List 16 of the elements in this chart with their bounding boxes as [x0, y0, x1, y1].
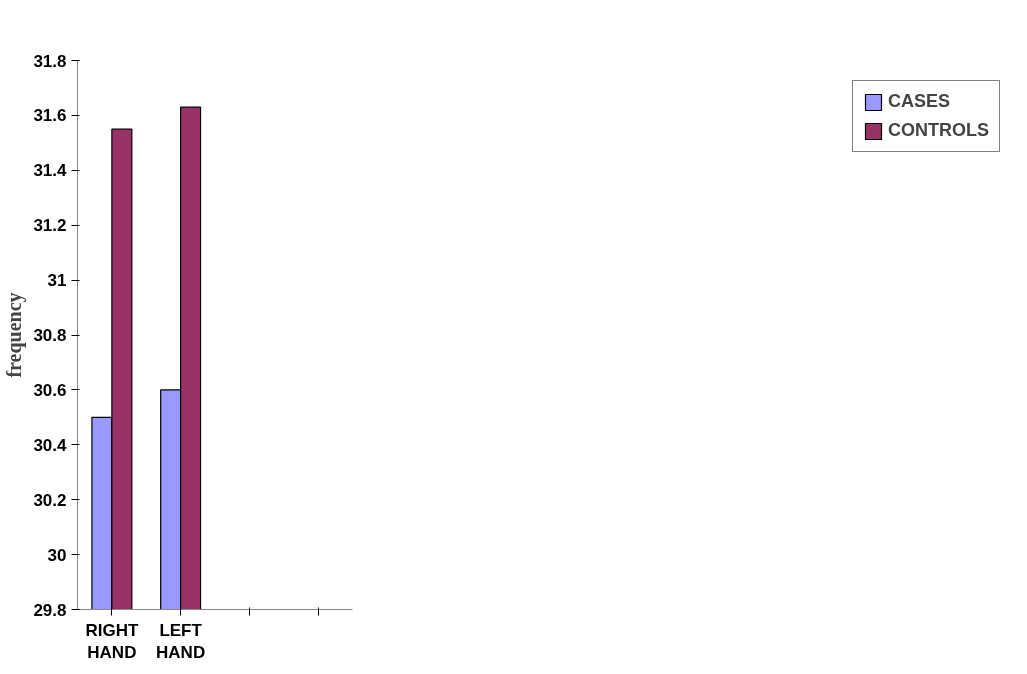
y-tick-label: 30.8	[33, 326, 67, 345]
legend-label: CONTROLS	[888, 120, 989, 141]
y-tick-label: 31.6	[33, 106, 67, 126]
y-tick-label: 30.6	[33, 380, 67, 400]
y-tick-label: 29.8	[33, 600, 67, 620]
x-tick-label: LEFT HAND	[156, 620, 206, 663]
y-tick-label: 31.8	[33, 51, 67, 71]
y-tick-label: 31.2	[33, 216, 67, 236]
y-tick-label: 31.4	[33, 161, 68, 181]
y-tick-label: 31	[47, 271, 67, 291]
y-tick-label: 30.2	[33, 490, 67, 510]
y-axis-title: frequency	[3, 292, 27, 378]
legend-label: CASES	[888, 91, 951, 112]
y-tick-label: 30.4	[33, 435, 68, 455]
x-tick-label: RIGHT HAND	[85, 620, 139, 663]
y-tick-label: 30	[47, 545, 67, 565]
